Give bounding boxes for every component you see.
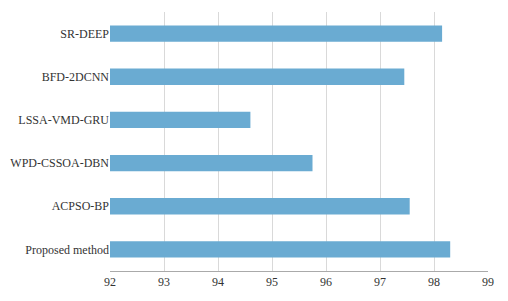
svg-text:97: 97 [374, 275, 386, 289]
svg-text:98: 98 [428, 275, 440, 289]
svg-text:ACPSO-BP: ACPSO-BP [52, 199, 110, 213]
svg-text:99: 99 [482, 275, 494, 289]
svg-text:SR-DEEP: SR-DEEP [60, 27, 109, 41]
svg-text:93: 93 [158, 275, 170, 289]
svg-text:92: 92 [104, 275, 116, 289]
svg-text:LSSA-VMD-GRU: LSSA-VMD-GRU [18, 113, 109, 127]
svg-text:96: 96 [320, 275, 332, 289]
svg-text:BFD-2DCNN: BFD-2DCNN [42, 70, 110, 84]
svg-text:95: 95 [266, 275, 278, 289]
svg-text:Proposed method: Proposed method [25, 243, 109, 257]
svg-text:WPD-CSSOA-DBN: WPD-CSSOA-DBN [10, 156, 109, 170]
svg-text:94: 94 [212, 275, 224, 289]
